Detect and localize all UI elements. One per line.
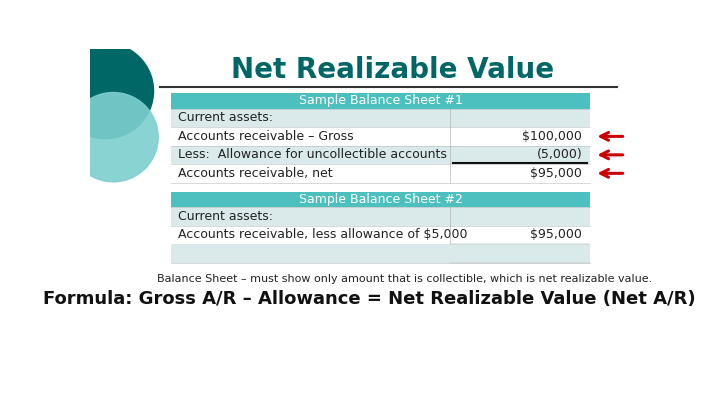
Bar (171, 93, 590, 109)
Bar (171, 146, 590, 164)
Text: (5,000): (5,000) (536, 148, 582, 161)
Text: Accounts receivable – Gross: Accounts receivable – Gross (178, 130, 354, 143)
Bar (171, 207, 590, 226)
Text: $95,000: $95,000 (530, 228, 582, 241)
Bar (171, 109, 590, 127)
Bar (171, 127, 590, 146)
Circle shape (68, 92, 158, 182)
Text: $100,000: $100,000 (522, 130, 582, 143)
Text: Current assets:: Current assets: (178, 111, 273, 124)
Text: Accounts receivable, less allowance of $5,000: Accounts receivable, less allowance of $… (178, 228, 467, 241)
Text: Accounts receivable, net: Accounts receivable, net (178, 167, 332, 180)
Text: Less:  Allowance for uncollectible accounts: Less: Allowance for uncollectible accoun… (178, 148, 446, 161)
Text: Sample Balance Sheet #2: Sample Balance Sheet #2 (299, 193, 462, 206)
Text: Formula: Gross A/R – Allowance = Net Realizable Value (Net A/R): Formula: Gross A/R – Allowance = Net Rea… (42, 290, 696, 308)
Text: Net Realizable Value: Net Realizable Value (230, 56, 554, 84)
Text: Current assets:: Current assets: (178, 210, 273, 223)
Bar (171, 244, 590, 263)
Circle shape (58, 43, 153, 139)
Text: $95,000: $95,000 (530, 167, 582, 180)
Bar (171, 192, 590, 207)
Bar (171, 226, 590, 244)
Text: Balance Sheet – must show only amount that is collectible, which is net realizab: Balance Sheet – must show only amount th… (158, 274, 652, 284)
Bar (171, 164, 590, 183)
Text: Sample Balance Sheet #1: Sample Balance Sheet #1 (299, 94, 462, 107)
